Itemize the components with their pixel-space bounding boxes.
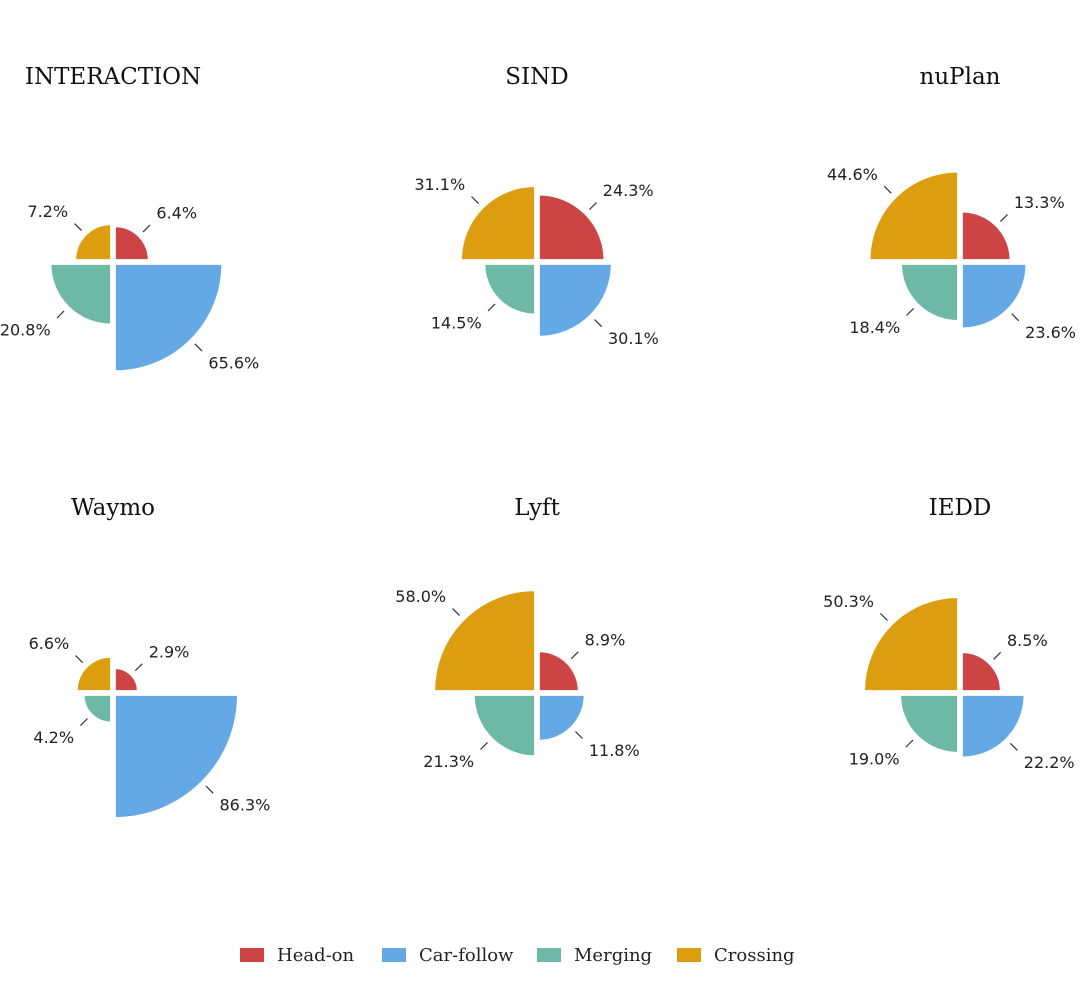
leader-line bbox=[205, 785, 214, 794]
wedge-car-follow bbox=[538, 694, 586, 742]
legend-item-car-follow: Car-follow bbox=[382, 945, 514, 966]
leader-line bbox=[487, 303, 496, 312]
pct-label-car-follow: 65.6% bbox=[208, 353, 259, 372]
leader-line bbox=[906, 307, 915, 316]
wedge-merging bbox=[483, 263, 536, 316]
chart-panels: INTERACTION 6.4% 65.6% 20.8% 7.2% SIND 24.3% 30… bbox=[0, 64, 1076, 819]
wedge-crossing bbox=[868, 170, 959, 261]
chart-lyft: Lyft 8.9% 11.8% 21.3% 58.0% bbox=[395, 495, 639, 771]
leader-line bbox=[471, 196, 480, 205]
wedge-car-follow bbox=[538, 263, 613, 338]
chart-sind: SIND 24.3% 30.1% 14.5% 31.1% bbox=[414, 64, 659, 348]
leader-line bbox=[1011, 313, 1020, 322]
legend-item-head-on: Head-on bbox=[240, 945, 355, 966]
pct-label-merging: 14.5% bbox=[431, 313, 482, 332]
pct-label-head-on: 13.3% bbox=[1014, 193, 1065, 212]
pct-label-car-follow: 22.2% bbox=[1024, 753, 1075, 772]
leader-line bbox=[570, 651, 579, 660]
legend-item-merging: Merging bbox=[537, 945, 652, 966]
chart-title: INTERACTION bbox=[25, 64, 201, 90]
pct-label-crossing: 7.2% bbox=[27, 202, 68, 221]
pct-label-car-follow: 30.1% bbox=[608, 329, 659, 348]
wedge-head-on bbox=[961, 210, 1012, 261]
leader-line bbox=[883, 185, 892, 194]
wedge-head-on bbox=[114, 667, 139, 692]
leader-line bbox=[993, 651, 1002, 660]
wedge-merging bbox=[49, 263, 112, 326]
legend-label: Car-follow bbox=[419, 945, 514, 966]
pct-label-crossing: 50.3% bbox=[823, 592, 874, 611]
legend: Head-on Car-follow Merging Crossing bbox=[240, 945, 795, 966]
wedge-crossing bbox=[74, 223, 112, 261]
legend-label: Head-on bbox=[277, 945, 355, 966]
leader-line bbox=[142, 224, 151, 233]
leader-line bbox=[905, 739, 914, 748]
leader-line bbox=[74, 223, 83, 232]
leader-line bbox=[575, 731, 583, 739]
pct-label-head-on: 24.3% bbox=[603, 181, 654, 200]
leader-line bbox=[80, 718, 88, 726]
pct-label-head-on: 8.5% bbox=[1007, 631, 1048, 650]
chart-title: Lyft bbox=[514, 495, 560, 521]
wedge-merging bbox=[83, 694, 112, 723]
leader-line bbox=[452, 608, 460, 616]
wedge-crossing bbox=[863, 596, 959, 692]
pct-label-car-follow: 23.6% bbox=[1025, 323, 1076, 342]
legend-item-crossing: Crossing bbox=[677, 945, 795, 966]
leader-line bbox=[588, 202, 597, 211]
leader-line bbox=[1009, 742, 1018, 751]
leader-line bbox=[75, 655, 84, 664]
pct-label-crossing: 58.0% bbox=[395, 587, 446, 606]
chart-interaction: INTERACTION 6.4% 65.6% 20.8% 7.2% bbox=[0, 64, 259, 372]
chart-iedd: IEDD 8.5% 22.2% 19.0% 50.3% bbox=[823, 495, 1074, 772]
pct-label-car-follow: 11.8% bbox=[589, 741, 640, 760]
chart-title: SIND bbox=[505, 64, 568, 90]
pct-label-crossing: 6.6% bbox=[29, 634, 70, 653]
wedge-car-follow bbox=[961, 263, 1028, 329]
leader-line bbox=[999, 214, 1008, 223]
wedge-merging bbox=[473, 694, 536, 757]
pct-label-head-on: 2.9% bbox=[149, 642, 190, 661]
pct-label-merging: 20.8% bbox=[0, 320, 51, 339]
pct-label-merging: 4.2% bbox=[33, 728, 74, 747]
pct-label-head-on: 6.4% bbox=[156, 204, 197, 223]
wedge-merging bbox=[900, 263, 959, 322]
wedge-car-follow bbox=[114, 694, 239, 819]
wedge-car-follow bbox=[961, 694, 1026, 759]
pct-label-merging: 19.0% bbox=[849, 749, 900, 768]
wedge-crossing bbox=[433, 589, 536, 692]
wedge-crossing bbox=[76, 656, 112, 692]
pct-label-merging: 21.3% bbox=[423, 752, 474, 771]
legend-swatch bbox=[240, 948, 264, 962]
pct-label-merging: 18.4% bbox=[849, 318, 900, 337]
legend-swatch bbox=[677, 948, 701, 962]
chart-nuplan: nuPlan 13.3% 23.6% 18.4% 44.6% bbox=[827, 64, 1076, 342]
chart-waymo: Waymo 2.9% 86.3% 4.2% 6.6% bbox=[29, 495, 271, 819]
wedge-head-on bbox=[538, 194, 605, 261]
wedge-car-follow bbox=[114, 263, 223, 372]
legend-swatch bbox=[382, 948, 406, 962]
wedge-head-on bbox=[114, 225, 150, 261]
wedge-merging bbox=[899, 694, 959, 754]
leader-line bbox=[194, 343, 203, 352]
leader-line bbox=[594, 319, 603, 328]
legend-label: Merging bbox=[574, 945, 652, 966]
leader-line bbox=[134, 663, 143, 672]
chart-title: IEDD bbox=[929, 495, 992, 521]
chart-title: nuPlan bbox=[920, 64, 1001, 90]
leader-line bbox=[879, 612, 888, 621]
leader-line bbox=[480, 742, 488, 750]
chart-title: Waymo bbox=[71, 495, 155, 521]
legend-label: Crossing bbox=[714, 945, 795, 966]
pct-label-crossing: 44.6% bbox=[827, 165, 878, 184]
pct-label-crossing: 31.1% bbox=[414, 175, 465, 194]
wedge-crossing bbox=[460, 185, 536, 261]
wedge-head-on bbox=[538, 650, 580, 692]
wedge-head-on bbox=[961, 651, 1002, 692]
pct-label-car-follow: 86.3% bbox=[220, 796, 271, 815]
pct-label-head-on: 8.9% bbox=[585, 630, 626, 649]
leader-line bbox=[56, 310, 65, 319]
legend-swatch bbox=[537, 948, 561, 962]
